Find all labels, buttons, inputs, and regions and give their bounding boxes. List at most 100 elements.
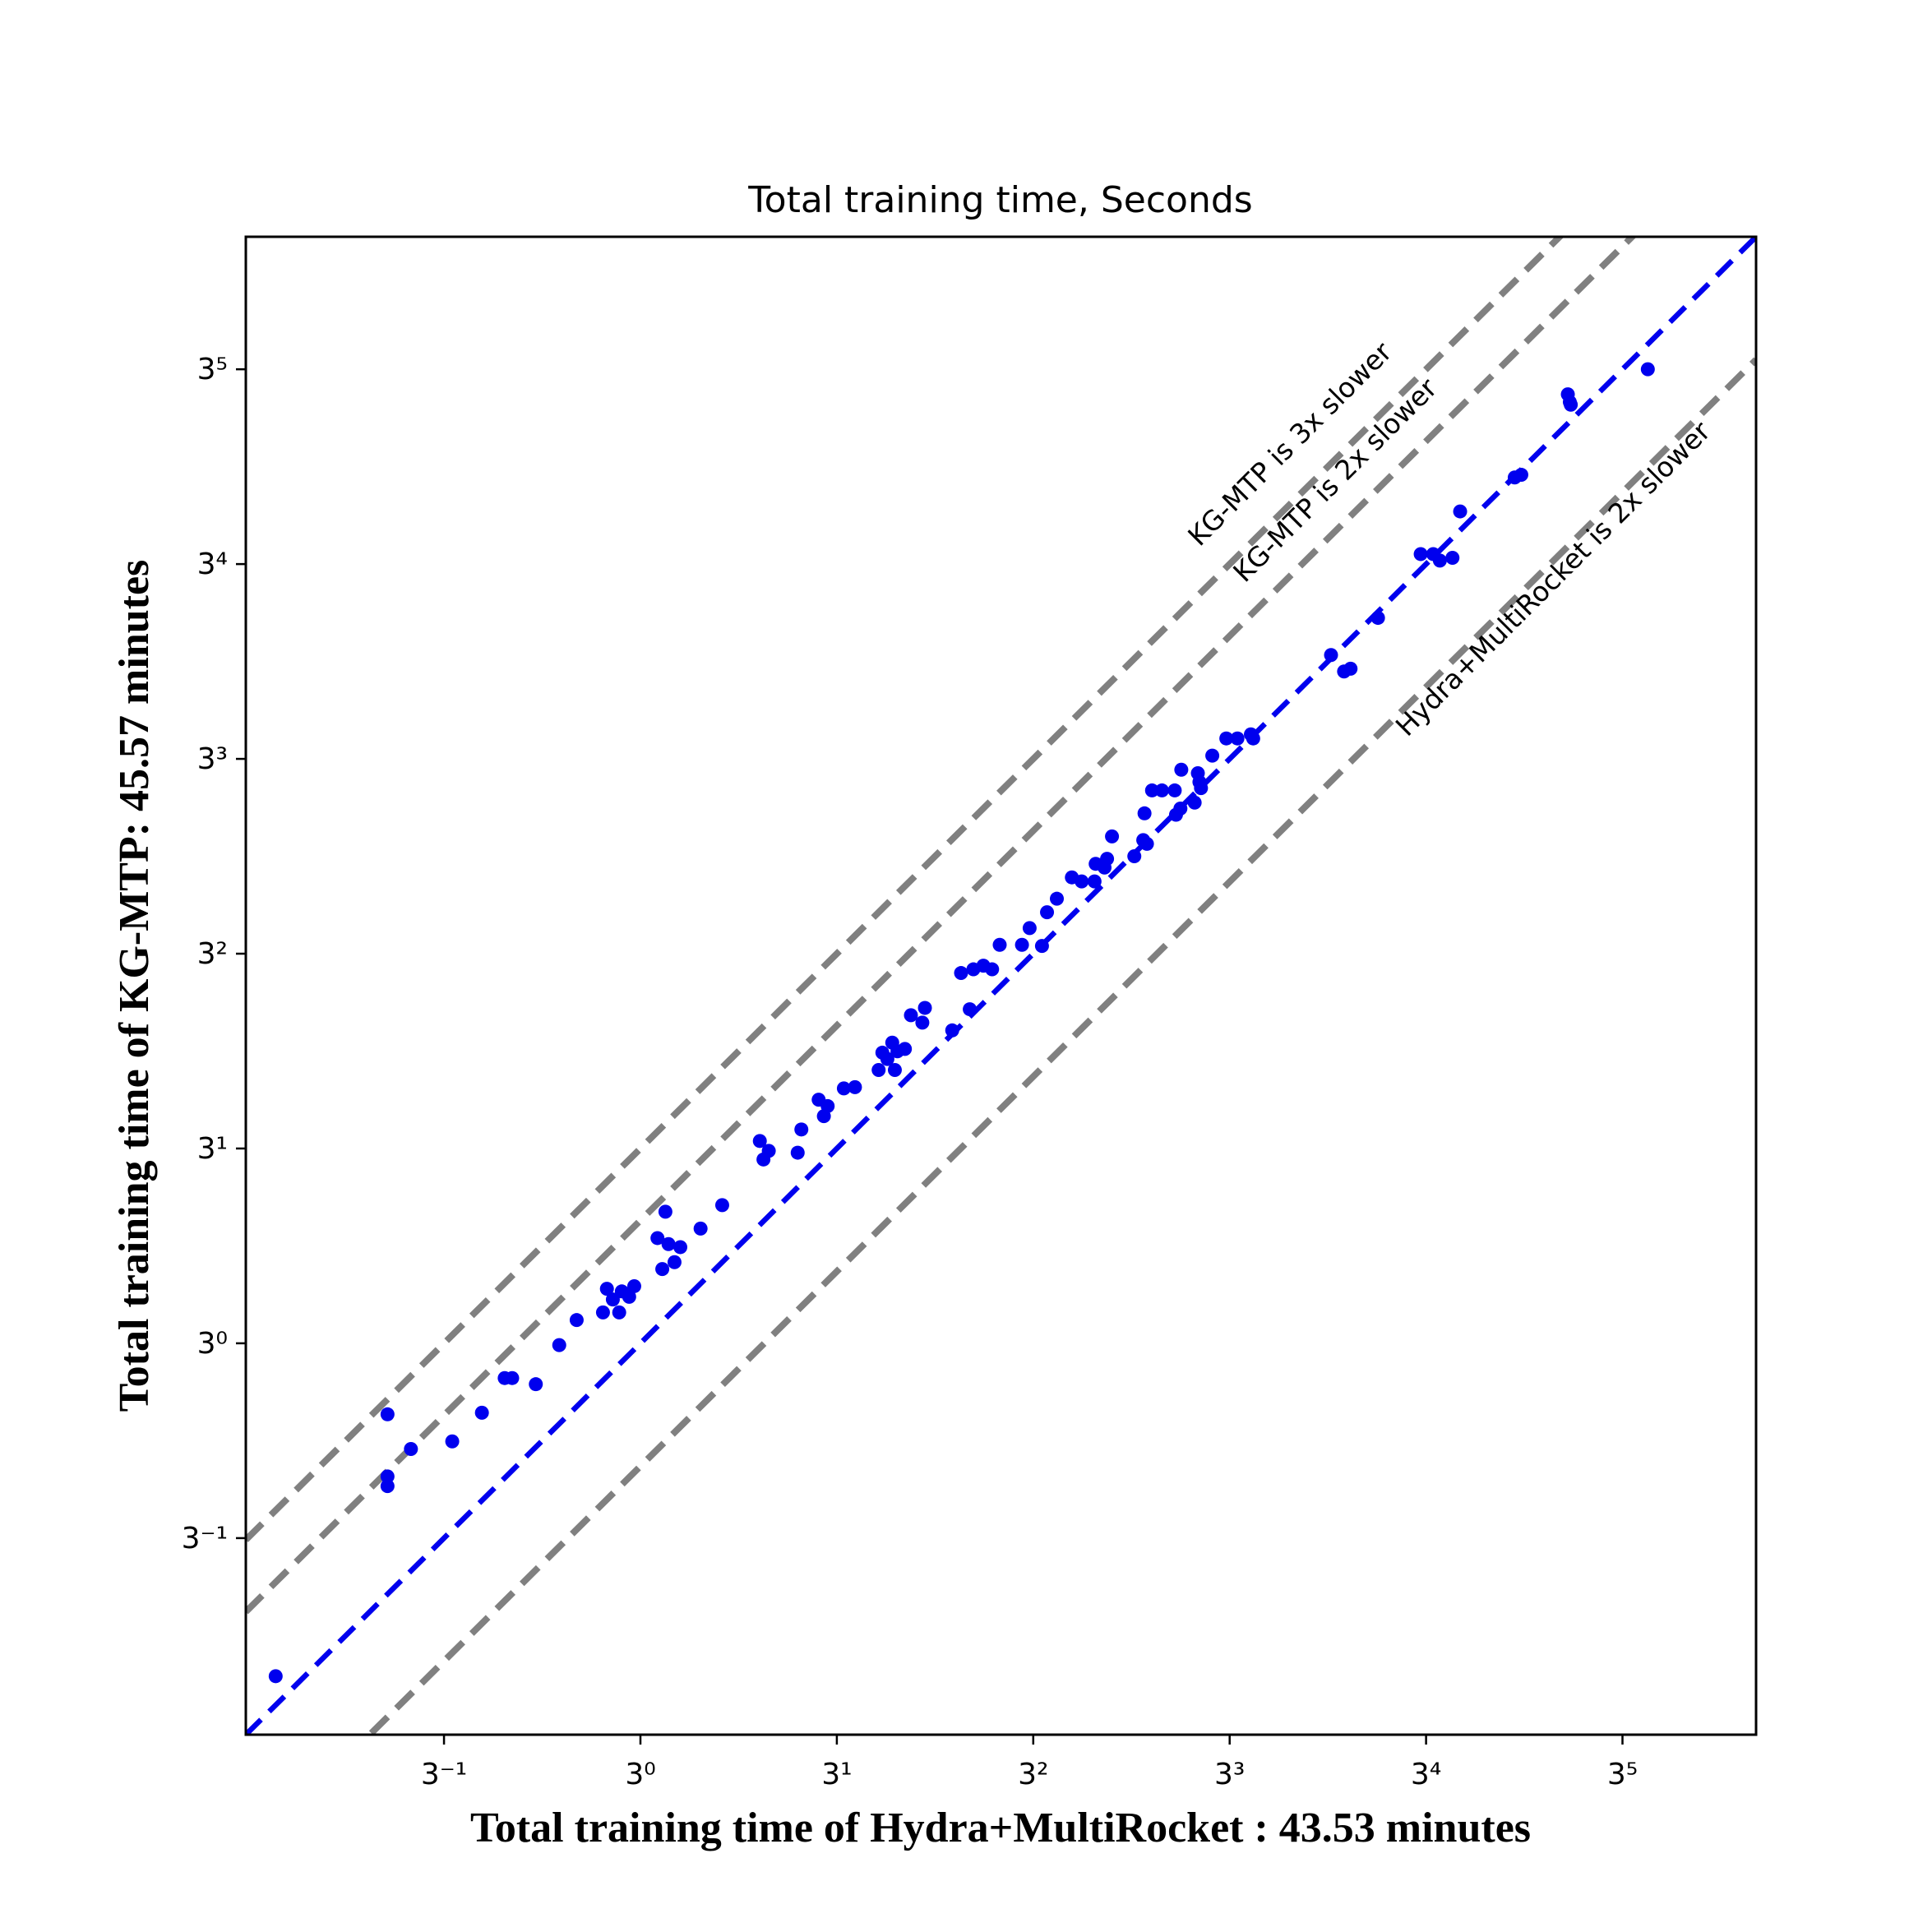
x-tick-label: 3⁴ bbox=[1411, 1758, 1441, 1791]
data-point bbox=[622, 1289, 636, 1304]
data-point bbox=[529, 1377, 543, 1392]
data-point bbox=[1205, 748, 1220, 763]
data-point bbox=[612, 1305, 626, 1320]
reference-line bbox=[246, 237, 1637, 1615]
data-point bbox=[1324, 648, 1338, 663]
data-point bbox=[1246, 731, 1260, 746]
data-point bbox=[904, 1008, 918, 1023]
data-point bbox=[380, 1407, 395, 1421]
data-point bbox=[474, 1405, 489, 1420]
data-point bbox=[1040, 905, 1055, 920]
data-point bbox=[1219, 731, 1234, 746]
data-point bbox=[658, 1204, 673, 1219]
data-point bbox=[848, 1079, 862, 1094]
data-point bbox=[836, 1081, 851, 1096]
y-tick-label: 3¹ bbox=[197, 1132, 228, 1166]
data-point bbox=[693, 1221, 708, 1236]
data-point bbox=[673, 1240, 688, 1255]
data-point bbox=[569, 1313, 584, 1328]
data-point bbox=[1034, 939, 1049, 954]
identity-line bbox=[246, 237, 1756, 1735]
y-tick-label: 3³ bbox=[197, 742, 228, 776]
data-point bbox=[1154, 783, 1169, 797]
data-point bbox=[985, 962, 1000, 977]
x-tick-label: 3² bbox=[1018, 1758, 1048, 1791]
reference-line bbox=[246, 237, 1565, 1542]
y-axis-label: Total training time of KG-MTP: 45.57 min… bbox=[111, 560, 158, 1412]
y-tick-label: 3⁻¹ bbox=[182, 1522, 228, 1555]
data-point bbox=[871, 1063, 886, 1078]
data-point bbox=[1514, 468, 1528, 483]
data-point bbox=[752, 1134, 767, 1149]
data-point bbox=[1022, 921, 1037, 936]
data-point bbox=[1370, 611, 1385, 626]
data-point bbox=[992, 937, 1007, 952]
y-tick-label: 3⁵ bbox=[197, 353, 228, 386]
plot-frame bbox=[244, 235, 1758, 1736]
data-point bbox=[1445, 551, 1460, 566]
data-point bbox=[552, 1338, 566, 1352]
data-point bbox=[898, 1042, 913, 1056]
data-point bbox=[1413, 547, 1428, 562]
data-point bbox=[1343, 661, 1358, 676]
data-point bbox=[1167, 783, 1182, 797]
plot-area bbox=[246, 237, 1756, 1735]
data-point bbox=[794, 1122, 809, 1137]
data-point bbox=[599, 1282, 614, 1296]
data-point bbox=[661, 1236, 676, 1251]
data-point bbox=[1194, 781, 1209, 796]
data-point bbox=[945, 1023, 959, 1038]
data-point bbox=[605, 1292, 620, 1307]
x-tick-label: 3¹ bbox=[821, 1758, 852, 1791]
x-tick-label: 3³ bbox=[1214, 1758, 1245, 1791]
data-point bbox=[626, 1278, 641, 1293]
data-point bbox=[404, 1441, 418, 1456]
data-point bbox=[655, 1262, 670, 1277]
x-tick-label: 3⁻¹ bbox=[421, 1758, 467, 1791]
data-point bbox=[380, 1469, 395, 1484]
data-point bbox=[1640, 362, 1655, 377]
data-point bbox=[1105, 829, 1120, 844]
data-point bbox=[667, 1255, 682, 1269]
data-point bbox=[820, 1098, 835, 1113]
data-point bbox=[917, 1001, 932, 1015]
data-point bbox=[1564, 397, 1578, 412]
data-point bbox=[1230, 731, 1245, 746]
annotation: Hydra+MultiRocket is 2x slower bbox=[1389, 414, 1717, 742]
x-tick-label: 3⁵ bbox=[1607, 1758, 1638, 1791]
x-axis-label: Total training time of Hydra+MultiRocket… bbox=[470, 1805, 1531, 1851]
y-tick-label: 3² bbox=[197, 937, 228, 971]
data-point bbox=[1144, 783, 1159, 797]
data-point bbox=[714, 1198, 729, 1213]
reference-line bbox=[365, 357, 1756, 1735]
data-point bbox=[761, 1144, 776, 1158]
data-point bbox=[1100, 852, 1115, 867]
data-point bbox=[268, 1669, 283, 1684]
data-point bbox=[1453, 504, 1467, 519]
data-point bbox=[1139, 836, 1154, 851]
y-tick-label: 3⁴ bbox=[197, 548, 228, 581]
data-point bbox=[880, 1052, 894, 1066]
data-point bbox=[650, 1231, 665, 1246]
data-point bbox=[1432, 553, 1447, 568]
data-point bbox=[1173, 802, 1188, 816]
data-point bbox=[915, 1015, 930, 1030]
data-point bbox=[963, 1002, 978, 1017]
data-point bbox=[1137, 806, 1152, 820]
x-tick-label: 3⁰ bbox=[625, 1758, 655, 1791]
data-point bbox=[887, 1063, 902, 1078]
y-tick-label: 3⁰ bbox=[197, 1327, 228, 1361]
data-point bbox=[790, 1145, 805, 1160]
data-point bbox=[1127, 849, 1142, 864]
data-point bbox=[1174, 762, 1189, 777]
data-point bbox=[1190, 766, 1205, 781]
chart-title: Total training time, Seconds bbox=[747, 179, 1252, 221]
data-point bbox=[595, 1305, 610, 1320]
data-point bbox=[1015, 937, 1029, 952]
data-point bbox=[1075, 874, 1089, 889]
data-point bbox=[380, 1479, 395, 1494]
data-point bbox=[1187, 795, 1202, 810]
data-point bbox=[954, 966, 968, 981]
